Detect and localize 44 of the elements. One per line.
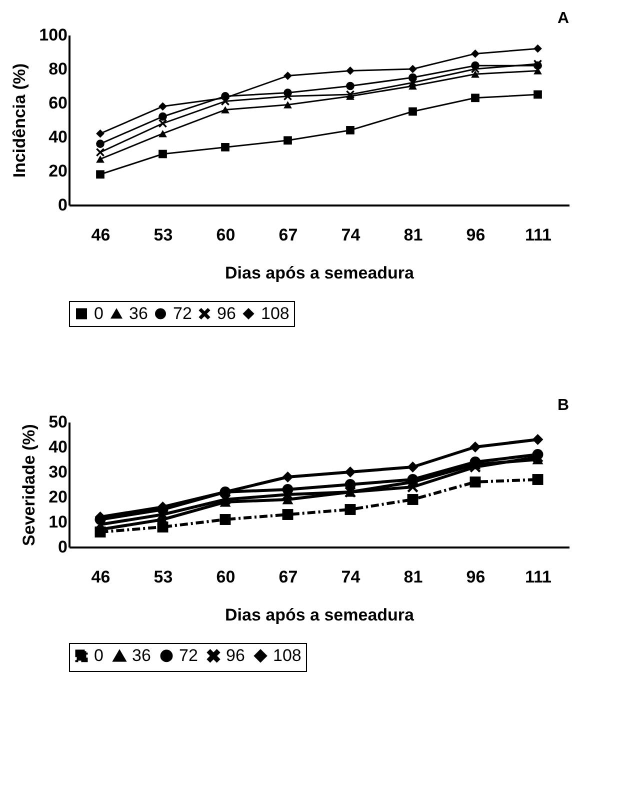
x-tick-label: 46: [91, 568, 110, 586]
y-tick-label: 40: [48, 438, 68, 456]
legend-label: 96: [226, 646, 245, 665]
y-tick-label: 0: [58, 196, 68, 214]
x-tick-label: 60: [216, 568, 236, 586]
y-tick-label: 0: [58, 538, 68, 556]
y-tick-label: 100: [39, 26, 68, 44]
x-tick-label: 67: [278, 568, 298, 586]
x-tick-label: 74: [341, 568, 361, 586]
y-axis-title: Severidade (%): [20, 424, 39, 546]
x-tick-label: 96: [466, 568, 486, 586]
legend-label: 0: [94, 304, 104, 323]
x-axis-title: Dias após a semeadura: [225, 606, 415, 624]
y-tick-label: 20: [48, 162, 68, 180]
x-tick-label: 111: [525, 226, 552, 244]
y-tick-label: 40: [48, 128, 68, 146]
legend-label: 108: [261, 304, 290, 323]
legend-label: 96: [217, 304, 236, 323]
legend-label: 108: [273, 646, 302, 665]
x-tick-label: 96: [466, 226, 486, 244]
y-tick-label: 50: [48, 412, 68, 432]
x-tick-label: 81: [404, 568, 423, 586]
legend-label: 36: [129, 304, 148, 323]
x-tick-label: 74: [341, 226, 361, 244]
x-tick-label: 111: [525, 568, 552, 586]
x-tick-label: 53: [154, 568, 173, 586]
text: B: [557, 397, 569, 414]
legend-label: 0: [94, 646, 104, 665]
y-tick-label: 10: [48, 512, 68, 532]
y-axis-title: Incidência (%): [10, 63, 30, 178]
y-tick-label: 20: [48, 488, 68, 506]
x-tick-label: 60: [216, 226, 236, 244]
x-tick-label: 46: [91, 226, 110, 244]
text: A: [557, 10, 570, 27]
x-tick-label: 67: [278, 226, 298, 244]
y-tick-label: 60: [48, 94, 68, 112]
legend-label: 72: [173, 304, 192, 323]
x-axis-title: Dias após a semeadura: [225, 264, 415, 282]
x-tick-label: 81: [404, 226, 423, 244]
y-tick-label: 30: [48, 462, 68, 482]
legend-label: 36: [132, 646, 151, 666]
y-tick-label: 80: [48, 60, 68, 78]
x-tick-label: 53: [154, 226, 173, 244]
legend-label: 72: [179, 646, 198, 665]
